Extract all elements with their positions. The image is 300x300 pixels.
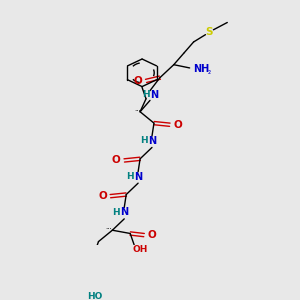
Text: N: N bbox=[150, 90, 158, 100]
Text: H: H bbox=[126, 172, 134, 181]
Text: O: O bbox=[98, 191, 107, 201]
Text: OH: OH bbox=[132, 245, 148, 254]
Text: O: O bbox=[112, 155, 121, 165]
Text: H: H bbox=[140, 136, 148, 146]
Text: S: S bbox=[206, 27, 213, 37]
Text: N: N bbox=[148, 136, 156, 146]
Text: H: H bbox=[112, 208, 120, 217]
Text: ₂: ₂ bbox=[208, 67, 211, 76]
Text: NH: NH bbox=[194, 64, 210, 74]
Text: HO: HO bbox=[87, 292, 102, 300]
Text: H: H bbox=[142, 90, 150, 99]
Text: N: N bbox=[120, 207, 128, 218]
Text: O: O bbox=[134, 76, 142, 86]
Text: O: O bbox=[173, 120, 182, 130]
Text: O: O bbox=[148, 230, 156, 240]
Text: N: N bbox=[134, 172, 142, 182]
Text: ...: ... bbox=[105, 224, 112, 230]
Text: ...: ... bbox=[135, 106, 142, 112]
